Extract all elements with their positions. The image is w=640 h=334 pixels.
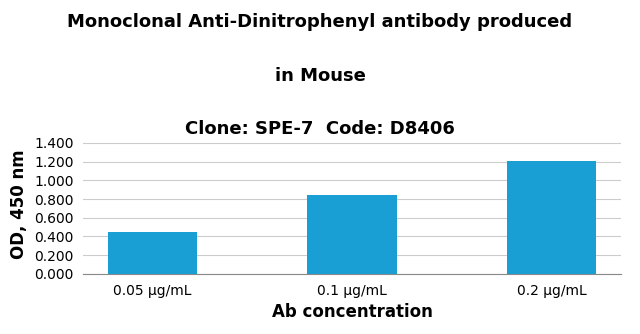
Bar	[507, 161, 596, 274]
Bar	[108, 232, 197, 274]
Bar	[307, 195, 397, 274]
Text: Monoclonal Anti-Dinitrophenyl antibody produced: Monoclonal Anti-Dinitrophenyl antibody p…	[67, 13, 573, 31]
Text: Clone: SPE-7  Code: D8406: Clone: SPE-7 Code: D8406	[185, 120, 455, 138]
Text: in Mouse: in Mouse	[275, 67, 365, 85]
X-axis label: Ab concentration: Ab concentration	[271, 303, 433, 321]
Y-axis label: OD, 450 nm: OD, 450 nm	[10, 149, 28, 259]
